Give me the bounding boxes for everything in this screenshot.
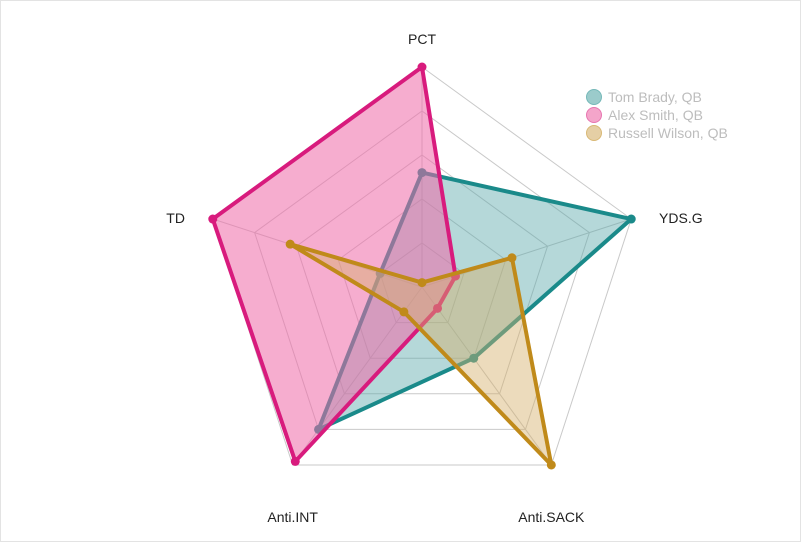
series-2 [285,239,556,470]
legend-item: Russell Wilson, QB [586,124,728,142]
series-1 [208,62,460,466]
axis-labels: PCT YDS.G Anti.SACK Anti.INT TD [166,31,702,525]
data-point [285,239,295,249]
axis-label: YDS.G [659,210,703,226]
data-point [469,353,479,363]
legend: Tom Brady, QB Alex Smith, QB Russell Wilso… [586,88,728,142]
data-point [507,253,517,263]
axis-label: Anti.INT [267,509,318,525]
legend-swatch [586,107,602,123]
data-point [417,278,427,288]
data-point [546,460,556,470]
legend-swatch [586,89,602,105]
legend-item: Alex Smith, QB [586,106,728,124]
data-point [208,214,218,224]
legend-label: Alex Smith, QB [608,107,703,123]
axis-label: Anti.SACK [518,509,585,525]
legend-item: Tom Brady, QB [586,88,728,106]
axis-label: TD [166,210,185,226]
legend-label: Tom Brady, QB [608,89,702,105]
legend-swatch [586,125,602,141]
data-point [626,214,636,224]
grid-spoke-2 [421,286,552,466]
data-point [433,303,443,313]
data-point [290,456,300,466]
axis-label: PCT [408,31,436,47]
data-point [417,62,427,72]
legend-label: Russell Wilson, QB [608,125,728,141]
radar-series [208,62,636,470]
series-area [288,242,554,467]
data-point [399,307,409,317]
series-area [210,65,458,464]
